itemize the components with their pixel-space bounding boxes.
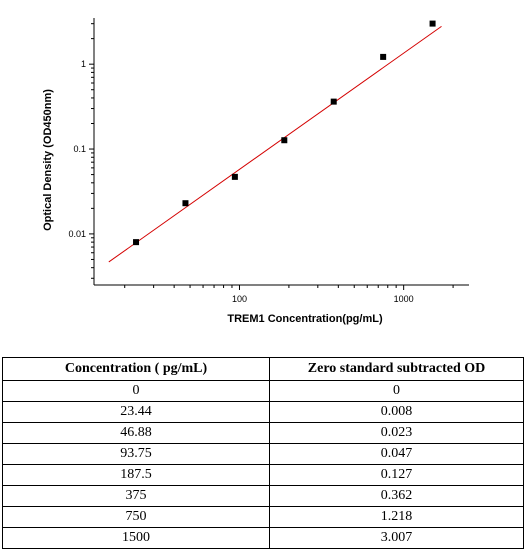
od-cell: 0.047	[269, 443, 524, 465]
od-cell: 0.008	[269, 401, 524, 423]
table-row: 1500 3.007	[2, 527, 524, 549]
y-axis-label: Optical Density (OD450nm)	[42, 89, 54, 231]
data-point	[380, 53, 387, 60]
concentration-cell: 46.88	[2, 422, 270, 444]
od-cell: 0	[269, 380, 524, 402]
concentration-cell: 375	[2, 485, 270, 507]
table-row: 375 0.362	[2, 485, 524, 507]
table-row: 23.44 0.008	[2, 401, 524, 423]
concentration-cell: 750	[2, 506, 270, 528]
concentration-cell: 0	[2, 380, 270, 402]
concentration-cell: 93.75	[2, 443, 270, 465]
data-point	[281, 137, 288, 144]
od-cell: 0.023	[269, 422, 524, 444]
table-row: 46.88 0.023	[2, 422, 524, 444]
concentration-cell: 23.44	[2, 401, 270, 423]
x-tick-label: 100	[232, 294, 247, 304]
fit-line-group	[108, 25, 442, 263]
data-point	[231, 173, 238, 180]
x-tick-label: 1000	[394, 294, 414, 304]
fit-line	[108, 25, 442, 263]
od-cell: 0.127	[269, 464, 524, 486]
y-tick-label: 0.1	[73, 144, 86, 154]
table-body: 0 0 23.44 0.008 46.88 0.023 93.75 0.047 187.5 0.1…	[2, 380, 524, 549]
x-axis-label: TREM1 Concentration(pg/mL)	[227, 313, 383, 325]
table-header-row: Concentration ( pg/mL) Zero standard sub…	[2, 357, 524, 381]
tick-labels-group: 100 1000 0.01 0.1 1	[68, 59, 413, 304]
data-points-group	[133, 20, 436, 246]
chart-axes	[89, 18, 469, 290]
table-row: 187.5 0.127	[2, 464, 524, 486]
concentration-cell: 187.5	[2, 464, 270, 486]
data-point	[182, 200, 189, 207]
y-tick-label: 1	[81, 59, 86, 69]
od-cell: 3.007	[269, 527, 524, 549]
table-row: 750 1.218	[2, 506, 524, 528]
od-cell: 1.218	[269, 506, 524, 528]
column-header-od: Zero standard subtracted OD	[269, 357, 524, 381]
column-header-concentration: Concentration ( pg/mL)	[2, 357, 270, 381]
table-row: 93.75 0.047	[2, 443, 524, 465]
y-tick-label: 0.01	[68, 229, 86, 239]
data-point	[133, 239, 140, 246]
standard-data-table: Concentration ( pg/mL) Zero standard sub…	[2, 357, 524, 549]
od-cell: 0.362	[269, 485, 524, 507]
data-point	[429, 20, 436, 27]
standard-curve-chart: 100 1000 0.01 0.1 1 TREM1 Concentration(pg/m…	[42, 18, 469, 325]
concentration-cell: 1500	[2, 527, 270, 549]
data-point	[330, 98, 337, 105]
